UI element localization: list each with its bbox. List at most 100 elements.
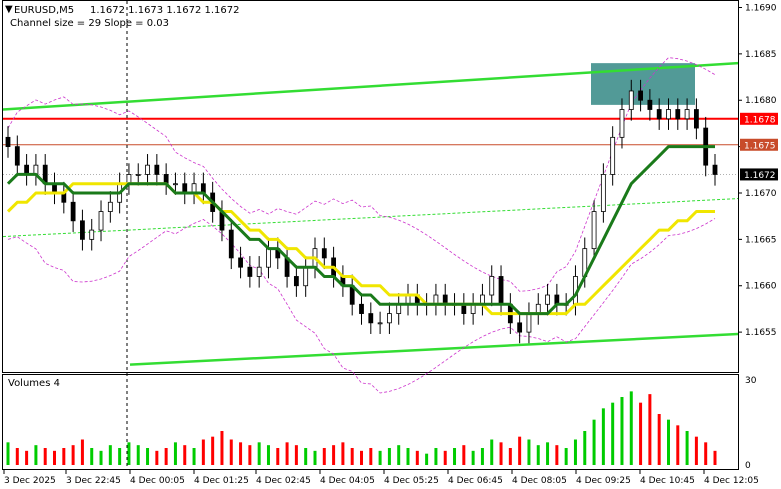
channel-info: Channel size = 29 Slope = 0.03 [10,18,169,29]
candle [24,154,30,186]
candle-body [359,303,364,314]
channel-upper-line [2,61,739,111]
price-label-box [740,112,778,125]
volume-pane-frame [2,374,739,470]
candle [228,218,234,270]
candle [517,311,523,344]
candle [256,256,262,288]
candle [712,154,718,186]
main-pane-frame [2,0,739,373]
x-tick-label: 4 Dec 04:05 [320,476,375,486]
candle-body [107,201,113,212]
candle-body [675,109,681,120]
candle [489,265,495,307]
candle [284,246,290,288]
y-tick-label: 1.1685 [745,50,777,60]
candle [107,191,113,223]
candle [498,265,504,316]
ma-yellow-line [6,182,715,316]
x-tick-label: 4 Dec 12:05 [704,476,759,486]
x-tick-label: 4 Dec 08:05 [512,476,567,486]
candle-body [321,248,327,259]
candle-body [619,109,625,138]
candle-body [368,313,374,324]
candle [154,154,160,186]
candle [247,256,253,288]
candle [535,293,541,325]
candle-body [628,90,634,110]
candle [182,172,188,205]
candle-body [154,164,160,175]
candle-body [377,322,383,325]
candle [377,311,383,334]
candle-body [600,174,606,212]
candle-body [712,164,718,175]
candle [461,293,467,325]
candle [135,163,141,186]
candle-body [647,99,653,110]
candle-body [135,174,141,176]
candle [98,200,104,242]
candle-body [5,136,11,148]
candle-body [610,136,616,175]
candle-body [545,294,550,305]
price-label: 1.1672 [744,171,776,181]
candle [647,89,653,121]
x-tick-label: 4 Dec 02:45 [256,476,311,486]
candle-body [247,266,253,277]
candle [545,283,550,316]
candle-body [498,276,504,305]
price-label: 1.1675 [744,141,776,151]
candle-body [387,313,392,324]
candle [470,293,476,325]
candle [368,302,374,334]
envelope-upper [7,57,716,292]
candle-body [14,146,20,166]
header-symbol-arrow: ▼ [5,4,13,15]
price-label: 1.1678 [744,115,776,125]
candle-body [656,109,662,120]
candle-body [591,211,597,250]
candle-body [173,183,178,186]
candle [359,293,364,325]
candle [340,265,346,297]
candle [442,283,448,316]
candle [480,283,485,316]
candle [303,256,309,297]
candle-body [526,313,532,333]
candle-body [638,90,643,101]
header-ohlc: 1.1672 1.1673 1.1672 1.1672 [90,5,240,16]
x-tick-label: 4 Dec 01:25 [194,476,249,486]
candle [656,98,662,130]
candle [387,302,392,334]
candle [70,191,76,232]
candle [89,218,95,251]
candle [238,246,243,279]
candle-body [303,266,309,287]
ma-green-line [6,145,715,316]
candle-body [684,109,690,120]
candle [396,293,402,325]
y-tick-label: 1.1660 [745,282,777,292]
envelope-lower [7,218,716,394]
candle [349,274,355,316]
candle-body [80,220,85,240]
candle [554,283,560,316]
channel-lower-line [129,332,739,366]
candle-body [228,229,234,259]
candle [5,126,11,158]
candle [293,265,299,297]
x-tick-label: 4 Dec 10:45 [640,476,695,486]
candle [693,98,699,140]
candle [126,163,132,195]
candle-body [238,257,243,268]
x-tick-label: 4 Dec 06:45 [448,476,503,486]
candle [163,163,169,195]
channel-mid-line [2,198,739,238]
candle [433,283,439,316]
candle [33,154,39,186]
candle [321,237,327,270]
candle [414,283,420,316]
price-label-box [740,138,778,151]
y-tick-label: 1.1680 [745,96,777,106]
